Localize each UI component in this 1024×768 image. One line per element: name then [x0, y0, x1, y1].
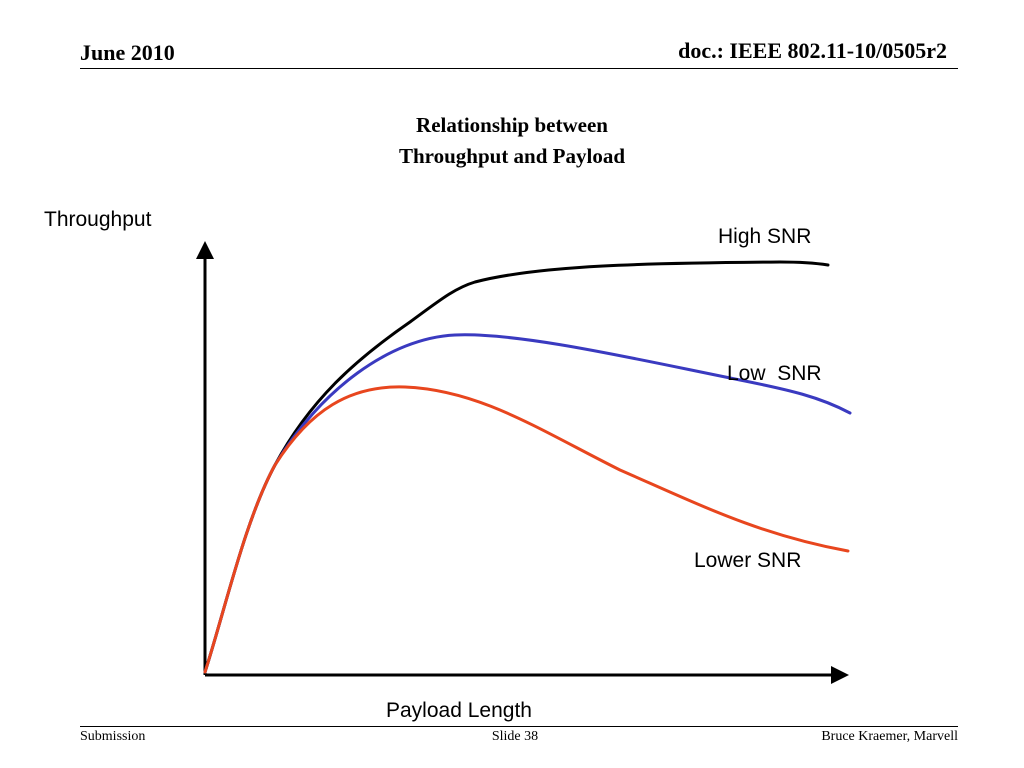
- low-snr-curve: [203, 333, 852, 674]
- footer-slide-number: Slide 38: [491, 729, 539, 744]
- slide-title: Relationship between Throughput and Payl…: [0, 110, 1024, 172]
- low-snr-label: Low SNR: [727, 362, 822, 385]
- footer-divider: [80, 726, 958, 727]
- high-snr-label: High SNR: [718, 225, 811, 248]
- high-snr-curve: [203, 260, 830, 674]
- footer-author: Bruce Kraemer, Marvell: [821, 729, 958, 744]
- slide-title-line-2: Throughput and Payload: [398, 144, 626, 168]
- footer-submission: Submission: [80, 729, 146, 744]
- lower-snr-curve: [203, 385, 850, 674]
- header-date: June 2010: [80, 40, 175, 65]
- y-axis-label: Throughput: [44, 208, 152, 231]
- x-axis-label: Payload Length: [386, 699, 532, 722]
- lower-snr-label: Lower SNR: [694, 549, 801, 572]
- slide-title-line-1: Relationship between: [416, 113, 608, 137]
- header-doc-id: doc.: IEEE 802.11-10/0505r2: [678, 38, 947, 63]
- header-divider: [80, 68, 958, 69]
